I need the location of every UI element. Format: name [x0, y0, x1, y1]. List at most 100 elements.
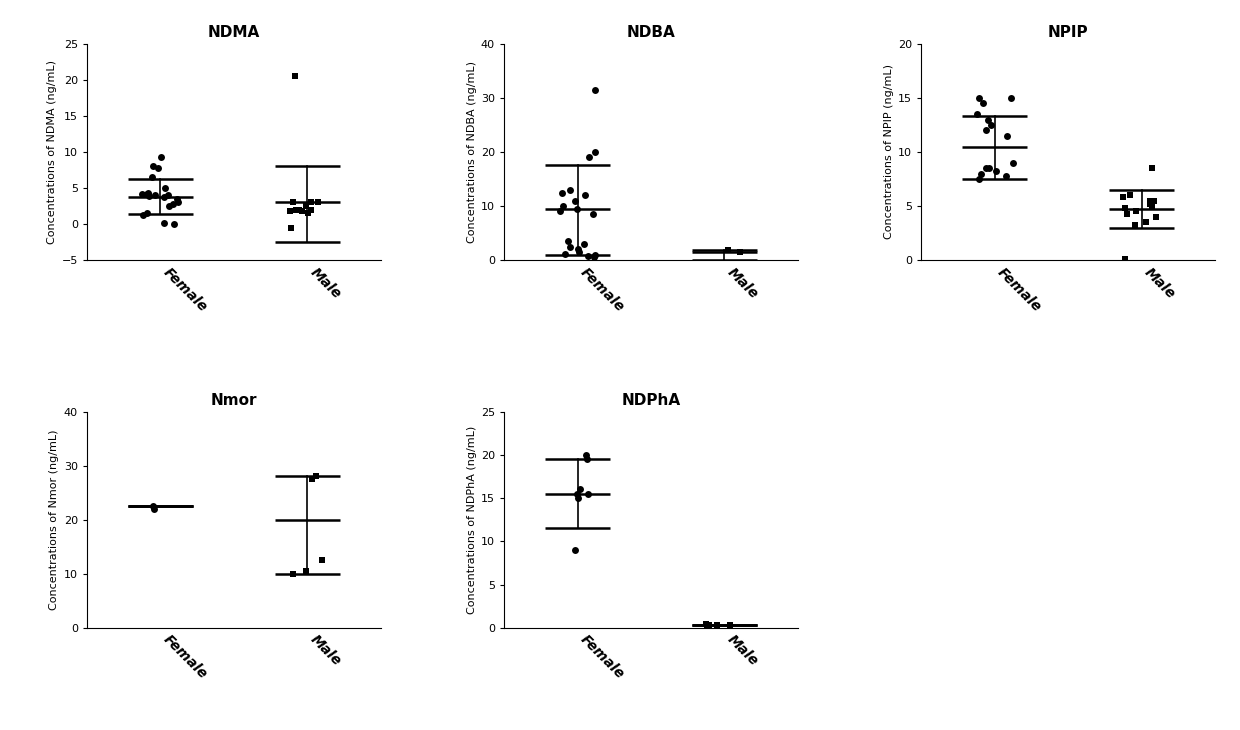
Point: [298, 207, 317, 219]
Point: [549, 206, 569, 218]
Point: [568, 492, 588, 504]
Point: [697, 619, 717, 631]
Point: [151, 151, 171, 163]
Point: [154, 191, 174, 202]
Point: [148, 162, 167, 174]
Point: [560, 241, 580, 253]
Point: [165, 218, 185, 230]
Point: [981, 119, 1001, 131]
Point: [583, 208, 603, 220]
Y-axis label: Concentrations of NPIP (ng/mL): Concentrations of NPIP (ng/mL): [884, 64, 894, 239]
Point: [1003, 157, 1023, 169]
Point: [1137, 216, 1157, 228]
Point: [708, 619, 728, 631]
Point: [303, 473, 322, 485]
Point: [578, 488, 598, 499]
Point: [138, 188, 157, 199]
Point: [143, 500, 162, 512]
Point: [285, 70, 305, 82]
Point: [1126, 220, 1146, 231]
Point: [280, 205, 300, 217]
Point: [159, 189, 179, 201]
Point: [138, 188, 157, 200]
Point: [729, 246, 749, 258]
Point: [139, 190, 159, 201]
Point: [987, 166, 1007, 177]
Point: [138, 207, 157, 219]
Point: [1142, 162, 1162, 174]
Point: [568, 203, 588, 215]
Point: [552, 187, 572, 199]
Point: [145, 189, 165, 201]
Point: [289, 204, 309, 215]
Point: [574, 238, 594, 250]
Point: [301, 196, 321, 208]
Point: [1115, 253, 1135, 265]
Point: [159, 200, 179, 212]
Point: [971, 168, 991, 180]
Point: [570, 483, 590, 495]
Y-axis label: Concentrations of NDPhA (ng/mL): Concentrations of NDPhA (ng/mL): [466, 426, 476, 614]
Point: [699, 619, 719, 631]
Point: [697, 618, 717, 630]
Point: [578, 453, 598, 465]
Y-axis label: Concentrations of NDMA (ng/mL): Concentrations of NDMA (ng/mL): [47, 60, 57, 244]
Point: [978, 114, 998, 126]
Point: [968, 173, 988, 185]
Point: [169, 196, 188, 208]
Point: [1142, 200, 1162, 212]
Point: [579, 152, 599, 164]
Point: [584, 252, 604, 264]
Point: [1120, 189, 1140, 201]
Point: [565, 544, 585, 556]
Y-axis label: Concentrations of Nmor (ng/mL): Concentrations of Nmor (ng/mL): [50, 429, 60, 610]
Point: [134, 210, 154, 221]
Point: [967, 108, 987, 120]
Point: [556, 247, 575, 259]
Title: NDPhA: NDPhA: [621, 393, 681, 407]
Point: [568, 243, 588, 255]
Point: [578, 250, 598, 261]
Point: [718, 245, 738, 256]
Point: [585, 84, 605, 96]
Point: [1141, 198, 1161, 210]
Point: [295, 200, 315, 212]
Point: [309, 196, 329, 208]
Title: NDBA: NDBA: [626, 25, 676, 40]
Point: [143, 161, 162, 172]
Point: [565, 195, 585, 207]
Point: [280, 222, 300, 234]
Point: [585, 249, 605, 261]
Point: [296, 565, 316, 577]
Point: [162, 198, 182, 210]
Point: [312, 554, 332, 566]
Point: [131, 188, 151, 199]
Point: [558, 235, 578, 247]
Point: [1117, 208, 1137, 220]
Point: [284, 196, 304, 208]
Point: [1146, 211, 1166, 223]
Point: [980, 162, 999, 174]
Point: [575, 449, 595, 461]
Point: [1126, 206, 1146, 218]
Point: [973, 97, 993, 109]
Point: [167, 193, 187, 204]
Point: [553, 200, 573, 212]
Point: [283, 568, 303, 580]
Point: [293, 205, 312, 217]
Title: Nmor: Nmor: [211, 393, 257, 407]
Point: [997, 130, 1017, 142]
Point: [569, 246, 589, 258]
Point: [997, 170, 1017, 182]
Point: [154, 218, 174, 229]
Point: [143, 172, 162, 183]
Point: [970, 92, 990, 104]
Point: [977, 162, 997, 174]
Title: NDMA: NDMA: [207, 25, 260, 40]
Point: [574, 189, 594, 201]
Point: [1001, 92, 1021, 104]
Point: [719, 619, 739, 631]
Point: [1114, 191, 1133, 203]
Point: [1143, 195, 1163, 207]
Point: [138, 187, 157, 199]
